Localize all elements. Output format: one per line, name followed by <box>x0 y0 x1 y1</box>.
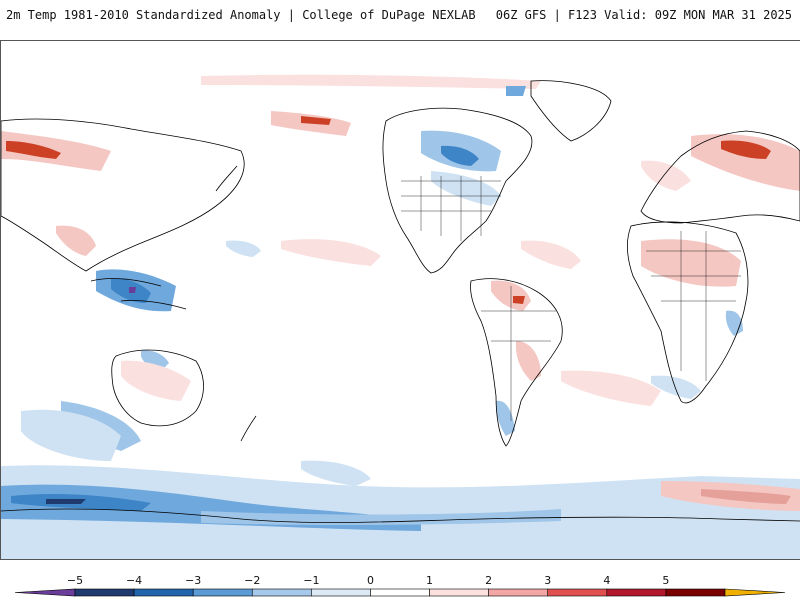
colorbar: −5 −4 −3 −2 −1 0 1 2 3 4 5 <box>0 568 800 600</box>
antarctic-east-warm-core <box>701 489 791 504</box>
colorbar-segment <box>370 588 430 597</box>
header: 2m Temp 1981-2010 Standardized Anomaly |… <box>0 0 800 40</box>
colorbar-tick-label: −5 <box>67 574 83 587</box>
atlantic-warm-patch <box>521 240 581 269</box>
maritime-coldest <box>129 287 136 293</box>
colorbar-cap-high <box>724 588 786 597</box>
colorbar-segment <box>606 588 667 597</box>
colorbar-tick-label: 2 <box>485 574 492 587</box>
greenland-cold <box>506 86 526 96</box>
sw-pacific-cold-light <box>21 409 121 461</box>
europe-warm-core <box>721 140 771 159</box>
south-africa-cold <box>651 375 701 399</box>
japan-outline <box>215 165 238 192</box>
antarctica-outline <box>1 508 800 524</box>
colorbar-tick-label: 3 <box>544 574 551 587</box>
argentina-warm <box>516 341 541 381</box>
colorbar-canvas: −5 −4 −3 −2 −1 0 1 2 3 4 5 <box>14 574 786 597</box>
us-cold-light <box>431 171 501 206</box>
patagonia-cold <box>496 400 515 436</box>
india-warm <box>56 225 96 256</box>
map-title: 2m Temp 1981-2010 Standardized Anomaly |… <box>6 8 476 22</box>
colorbar-segment <box>665 588 726 597</box>
south-pacific-cold-patch <box>301 460 371 486</box>
colorbar-tick-label: −3 <box>185 574 201 587</box>
colorbar-tick-label: 1 <box>426 574 433 587</box>
colorbar-cap-low <box>14 588 76 597</box>
colorbar-segment <box>251 588 312 597</box>
south-america-boundaries <box>481 286 556 421</box>
colorbar-segment <box>133 588 194 597</box>
colorbar-segment <box>429 588 489 597</box>
australia-cold <box>141 350 169 371</box>
political-boundaries <box>401 176 741 421</box>
colorbar-segment <box>311 588 371 597</box>
colorbar-segment <box>547 588 608 597</box>
australia-warm <box>121 360 191 401</box>
colorbar-segment <box>192 588 253 597</box>
anomaly-shading <box>1 74 800 559</box>
anomaly-map <box>0 40 800 560</box>
south-indian-warm <box>561 370 661 406</box>
arctic-warm-strip <box>201 74 541 89</box>
pacific-warm-patch <box>281 239 381 266</box>
south-america-outline <box>470 278 563 447</box>
southern-cold-band <box>1 465 800 559</box>
pacific-cold-patch <box>226 240 261 257</box>
colorbar-tick-label: 4 <box>603 574 610 587</box>
antarctic-shelf <box>201 509 561 526</box>
siberia-warm-core <box>6 141 61 159</box>
indonesia-outline <box>90 278 187 310</box>
colorbar-tick-label: −4 <box>126 574 142 587</box>
scandinavia-warm <box>641 160 691 191</box>
europe-warm <box>691 134 800 191</box>
colorbar-tick-label: 0 <box>367 574 374 587</box>
coastlines <box>1 80 800 524</box>
africa-outline <box>627 221 749 404</box>
antarctic-coldest <box>46 499 86 504</box>
north-america-outline <box>382 107 533 274</box>
colorbar-tick-label: −2 <box>244 574 260 587</box>
australia-outline <box>111 349 204 427</box>
greenland-outline <box>530 80 612 142</box>
alaska-warm-core <box>301 116 331 125</box>
new-zealand-outline <box>240 415 257 442</box>
valid-time-label: 06Z GFS | F123 Valid: 09Z MON MAR 31 202… <box>495 8 792 22</box>
hudson-cold-core <box>441 145 479 166</box>
africa-warm <box>641 239 741 287</box>
map-canvas <box>1 74 800 559</box>
asia-outline <box>1 118 245 272</box>
colorbar-segment <box>488 588 549 597</box>
colorbar-tick-label: 5 <box>662 574 669 587</box>
africa-boundaries <box>646 231 741 381</box>
us-boundaries <box>401 176 501 241</box>
colorbar-tick-label: −1 <box>303 574 319 587</box>
colorbar-segment <box>74 588 135 597</box>
venezuela-warm-core <box>513 296 525 304</box>
